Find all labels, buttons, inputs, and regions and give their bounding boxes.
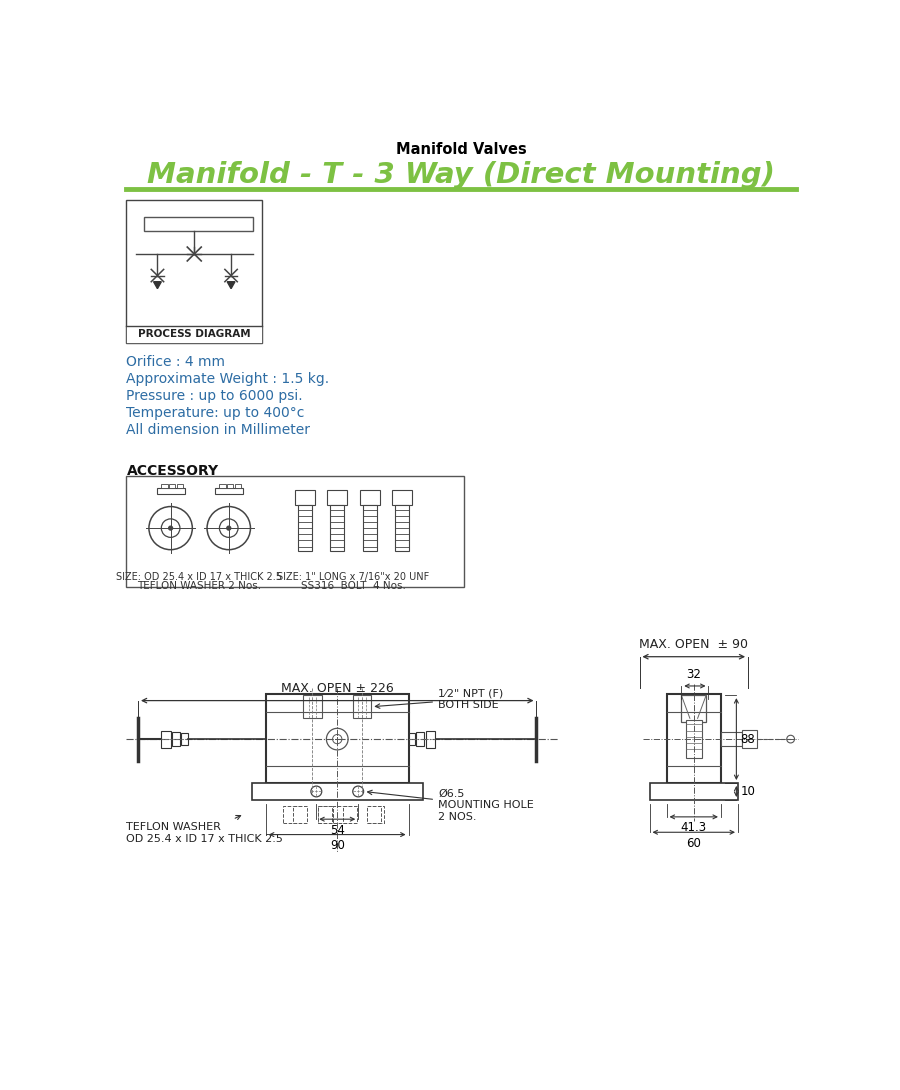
Text: 90: 90 — [329, 839, 345, 852]
Text: Orifice : 4 mm: Orifice : 4 mm — [126, 355, 225, 368]
FancyBboxPatch shape — [721, 732, 742, 746]
Text: TEFLON WASHER
OD 25.4 x ID 17 x THICK 2.5: TEFLON WASHER OD 25.4 x ID 17 x THICK 2.… — [126, 815, 284, 844]
FancyBboxPatch shape — [343, 807, 356, 823]
Circle shape — [168, 526, 173, 530]
FancyBboxPatch shape — [392, 489, 412, 505]
Text: 54: 54 — [329, 824, 345, 837]
FancyBboxPatch shape — [417, 732, 424, 746]
Circle shape — [227, 526, 230, 530]
FancyBboxPatch shape — [367, 807, 382, 823]
FancyBboxPatch shape — [318, 807, 333, 823]
FancyBboxPatch shape — [161, 730, 171, 748]
Text: 32: 32 — [687, 668, 701, 681]
FancyBboxPatch shape — [395, 505, 410, 552]
Text: Pressure : up to 6000 psi.: Pressure : up to 6000 psi. — [126, 389, 303, 402]
Text: SIZE: 1" LONG x 7/16"x 20 UNF: SIZE: 1" LONG x 7/16"x 20 UNF — [277, 572, 429, 582]
FancyBboxPatch shape — [266, 694, 410, 783]
FancyBboxPatch shape — [176, 484, 183, 488]
Text: Temperature: up to 400°c: Temperature: up to 400°c — [126, 405, 305, 420]
FancyBboxPatch shape — [169, 484, 176, 488]
Text: All dimension in Millimeter: All dimension in Millimeter — [126, 423, 310, 437]
Text: Approximate Weight : 1.5 kg.: Approximate Weight : 1.5 kg. — [126, 372, 329, 386]
Text: Ø6.5
MOUNTING HOLE
2 NOS.: Ø6.5 MOUNTING HOLE 2 NOS. — [367, 789, 534, 822]
FancyBboxPatch shape — [252, 783, 422, 800]
FancyBboxPatch shape — [143, 217, 253, 231]
FancyBboxPatch shape — [650, 783, 738, 800]
FancyBboxPatch shape — [157, 488, 184, 494]
Polygon shape — [154, 281, 161, 289]
FancyBboxPatch shape — [298, 505, 311, 552]
FancyBboxPatch shape — [161, 484, 167, 488]
FancyBboxPatch shape — [686, 719, 701, 759]
FancyBboxPatch shape — [220, 484, 226, 488]
Text: PROCESS DIAGRAM: PROCESS DIAGRAM — [138, 329, 250, 339]
FancyBboxPatch shape — [293, 807, 307, 823]
FancyBboxPatch shape — [333, 807, 349, 823]
FancyBboxPatch shape — [235, 484, 241, 488]
Text: Manifold - T - 3 Way (Direct Mounting): Manifold - T - 3 Way (Direct Mounting) — [148, 161, 775, 190]
FancyBboxPatch shape — [227, 484, 233, 488]
Text: SIZE: OD 25.4 x ID 17 x THICK 2.5: SIZE: OD 25.4 x ID 17 x THICK 2.5 — [116, 572, 283, 582]
Text: TEFLON WASHER 2 Nos.: TEFLON WASHER 2 Nos. — [137, 581, 261, 591]
Text: 60: 60 — [687, 837, 701, 850]
FancyBboxPatch shape — [368, 807, 383, 823]
FancyBboxPatch shape — [353, 695, 372, 718]
FancyBboxPatch shape — [318, 807, 332, 823]
FancyBboxPatch shape — [742, 730, 757, 749]
FancyBboxPatch shape — [363, 505, 377, 552]
Text: SS316  BOLT  4 Nos.: SS316 BOLT 4 Nos. — [302, 581, 406, 591]
Polygon shape — [227, 281, 235, 289]
FancyBboxPatch shape — [172, 732, 180, 746]
FancyBboxPatch shape — [126, 326, 262, 342]
FancyBboxPatch shape — [360, 489, 380, 505]
FancyBboxPatch shape — [303, 695, 322, 718]
FancyBboxPatch shape — [681, 695, 706, 723]
Text: MAX. OPEN  ± 90: MAX. OPEN ± 90 — [639, 639, 748, 652]
FancyBboxPatch shape — [426, 730, 435, 748]
FancyBboxPatch shape — [294, 489, 315, 505]
FancyBboxPatch shape — [215, 488, 243, 494]
FancyBboxPatch shape — [328, 489, 347, 505]
FancyBboxPatch shape — [182, 732, 188, 746]
FancyBboxPatch shape — [667, 694, 721, 783]
FancyBboxPatch shape — [126, 475, 464, 588]
Text: 1⁄2" NPT (F)
BOTH SIDE: 1⁄2" NPT (F) BOTH SIDE — [375, 688, 503, 710]
Text: 10: 10 — [740, 785, 755, 798]
FancyBboxPatch shape — [409, 732, 415, 746]
FancyBboxPatch shape — [126, 201, 262, 342]
Text: Manifold Valves: Manifold Valves — [396, 142, 526, 157]
FancyBboxPatch shape — [283, 807, 299, 823]
Text: 88: 88 — [740, 732, 755, 746]
Text: MAX. OPEN ± 226: MAX. OPEN ± 226 — [281, 682, 393, 695]
Text: ACCESSORY: ACCESSORY — [126, 464, 219, 479]
FancyBboxPatch shape — [330, 505, 344, 552]
Text: 41.3: 41.3 — [680, 822, 706, 835]
